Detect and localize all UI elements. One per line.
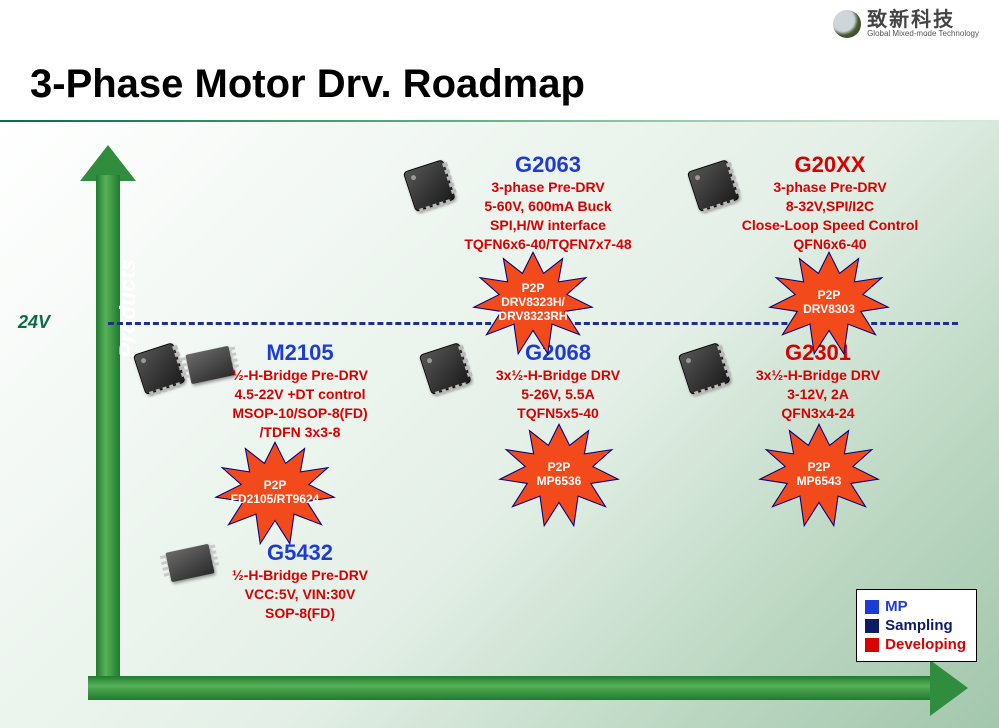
x-axis-arrow: [88, 668, 968, 708]
legend-label-developing: Developing: [885, 636, 966, 653]
spec-line: SOP-8(FD): [200, 604, 400, 623]
spec-line: 5-26V, 5.5A: [458, 385, 658, 404]
p2p-callout: P2P DRV8303: [754, 248, 904, 358]
legend-swatch-mp: [865, 600, 879, 614]
company-logo: 致新科技 Global Mixed-mode Technology: [833, 10, 979, 38]
product-g5432: G5432 ½-H-Bridge Pre-DRV VCC:5V, VIN:30V…: [200, 540, 400, 623]
spec-line: Close-Loop Speed Control: [720, 216, 940, 235]
logo-en: Global Mixed-mode Technology: [867, 30, 979, 38]
logo-cn: 致新科技: [867, 10, 979, 30]
product-g20xx: G20XX 3-phase Pre-DRV 8-32V,SPI/I2C Clos…: [720, 152, 940, 254]
product-m2105: M2105 ½-H-Bridge Pre-DRV 4.5-22V +DT con…: [200, 340, 400, 442]
burst-line: P2P: [264, 479, 287, 493]
spec-line: SPI,H/W interface: [438, 216, 658, 235]
spec-line: 5-60V, 600mA Buck: [438, 197, 658, 216]
spec-line: ½-H-Bridge Pre-DRV: [200, 566, 400, 585]
burst-line: MP6543: [797, 475, 842, 489]
spec-line: 3x½-H-Bridge DRV: [718, 366, 918, 385]
burst-line: P2P: [548, 461, 571, 475]
p2p-callout: P2P DRV8323H/ DRV8323RH: [458, 248, 608, 358]
spec-line: 4.5-22V +DT control: [200, 385, 400, 404]
burst-line: P2P: [522, 282, 545, 296]
burst-line: MP6536: [537, 475, 582, 489]
burst-line: DRV8303: [803, 303, 855, 317]
spec-line: 3-phase Pre-DRV: [720, 178, 940, 197]
p2p-callout: P2P FD2105/RT9624: [200, 438, 350, 548]
spec-line: MSOP-10/SOP-8(FD): [200, 404, 400, 423]
y-axis-arrow: Products: [88, 145, 128, 685]
legend-label-mp: MP: [885, 598, 908, 615]
p2p-callout: P2P MP6536: [484, 420, 634, 530]
burst-line: DRV8323RH: [498, 310, 567, 324]
title-underline: [0, 120, 999, 122]
spec-line: 3-phase Pre-DRV: [438, 178, 658, 197]
part-number: M2105: [200, 340, 400, 366]
status-legend: MP Sampling Developing: [856, 589, 977, 662]
burst-line: P2P: [808, 461, 831, 475]
burst-line: P2P: [818, 289, 841, 303]
voltage-threshold-label: 24V: [18, 312, 50, 333]
spec-line: 8-32V,SPI/I2C: [720, 197, 940, 216]
spec-line: 3-12V, 2A: [718, 385, 918, 404]
spec-line: 3x½-H-Bridge DRV: [458, 366, 658, 385]
legend-label-sampling: Sampling: [885, 617, 953, 634]
burst-line: DRV8323H/: [501, 296, 565, 310]
part-number: G2063: [438, 152, 658, 178]
legend-swatch-developing: [865, 638, 879, 652]
spec-line: ½-H-Bridge Pre-DRV: [200, 366, 400, 385]
page-title: 3-Phase Motor Drv. Roadmap: [30, 62, 585, 107]
logo-mark-icon: [833, 10, 861, 38]
part-number: G20XX: [720, 152, 940, 178]
p2p-callout: P2P MP6543: [744, 420, 894, 530]
legend-swatch-sampling: [865, 619, 879, 633]
burst-line: FD2105/RT9624: [231, 493, 320, 507]
spec-line: VCC:5V, VIN:30V: [200, 585, 400, 604]
product-g2063: G2063 3-phase Pre-DRV 5-60V, 600mA Buck …: [438, 152, 658, 254]
